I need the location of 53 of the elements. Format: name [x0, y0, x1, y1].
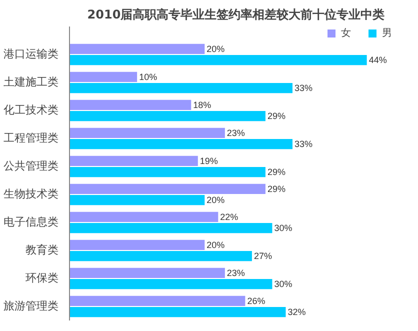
- chart-title: 2010届高职高专毕业生签约率相差较大前十位专业中类: [87, 8, 385, 22]
- bar: [70, 156, 198, 166]
- data-label: 29%: [267, 111, 286, 122]
- data-label: 29%: [267, 167, 286, 178]
- bar: [70, 279, 272, 290]
- data-label: 32%: [288, 307, 306, 318]
- bar: [70, 44, 205, 54]
- data-label: 23%: [226, 128, 245, 138]
- legend-label: 女: [341, 27, 352, 40]
- y-tick-label: 生物技术类: [4, 188, 58, 200]
- bar: [70, 128, 225, 138]
- data-label: 22%: [220, 212, 238, 222]
- y-tick-label: 电子信息类: [4, 216, 58, 228]
- data-label: 33%: [294, 83, 313, 94]
- data-label: 20%: [206, 240, 225, 250]
- bar: [70, 307, 286, 318]
- data-label: 30%: [274, 223, 292, 234]
- bar: [70, 240, 205, 250]
- bar: [70, 100, 192, 110]
- y-tick-label: 土建施工类: [4, 76, 58, 88]
- y-tick-label: 港口运输类: [4, 48, 58, 60]
- y-tick-label: 工程管理类: [4, 132, 58, 144]
- y-tick-label: 旅游管理类: [4, 300, 58, 312]
- bar: [70, 296, 246, 306]
- data-label: 23%: [226, 268, 245, 278]
- data-label: 30%: [274, 279, 292, 290]
- bar: [70, 212, 218, 222]
- y-tick-label: 环保类: [26, 272, 58, 284]
- y-tick-label: 教育类: [26, 244, 58, 256]
- data-label: 10%: [139, 72, 158, 82]
- bar: [70, 251, 252, 262]
- legend-label: 男: [382, 27, 393, 40]
- data-label: 29%: [267, 184, 286, 194]
- bar: [70, 167, 266, 178]
- data-label: 33%: [294, 139, 313, 150]
- data-label: 20%: [206, 195, 225, 206]
- data-label: 44%: [368, 55, 387, 66]
- y-tick-label: 化工技术类: [4, 104, 58, 116]
- bar: [70, 111, 266, 122]
- bar: [70, 72, 138, 82]
- bar: [70, 139, 292, 150]
- bar: [70, 195, 205, 206]
- bar: [70, 184, 266, 194]
- bar: [70, 55, 367, 66]
- bar: [70, 268, 225, 278]
- data-label: 20%: [206, 44, 225, 54]
- y-tick-label: 公共管理类: [4, 160, 58, 172]
- data-label: 19%: [200, 156, 218, 166]
- bar: [70, 223, 272, 234]
- data-label: 26%: [247, 296, 266, 306]
- data-label: 18%: [193, 100, 212, 110]
- bar: [70, 83, 292, 94]
- data-label: 27%: [254, 251, 272, 262]
